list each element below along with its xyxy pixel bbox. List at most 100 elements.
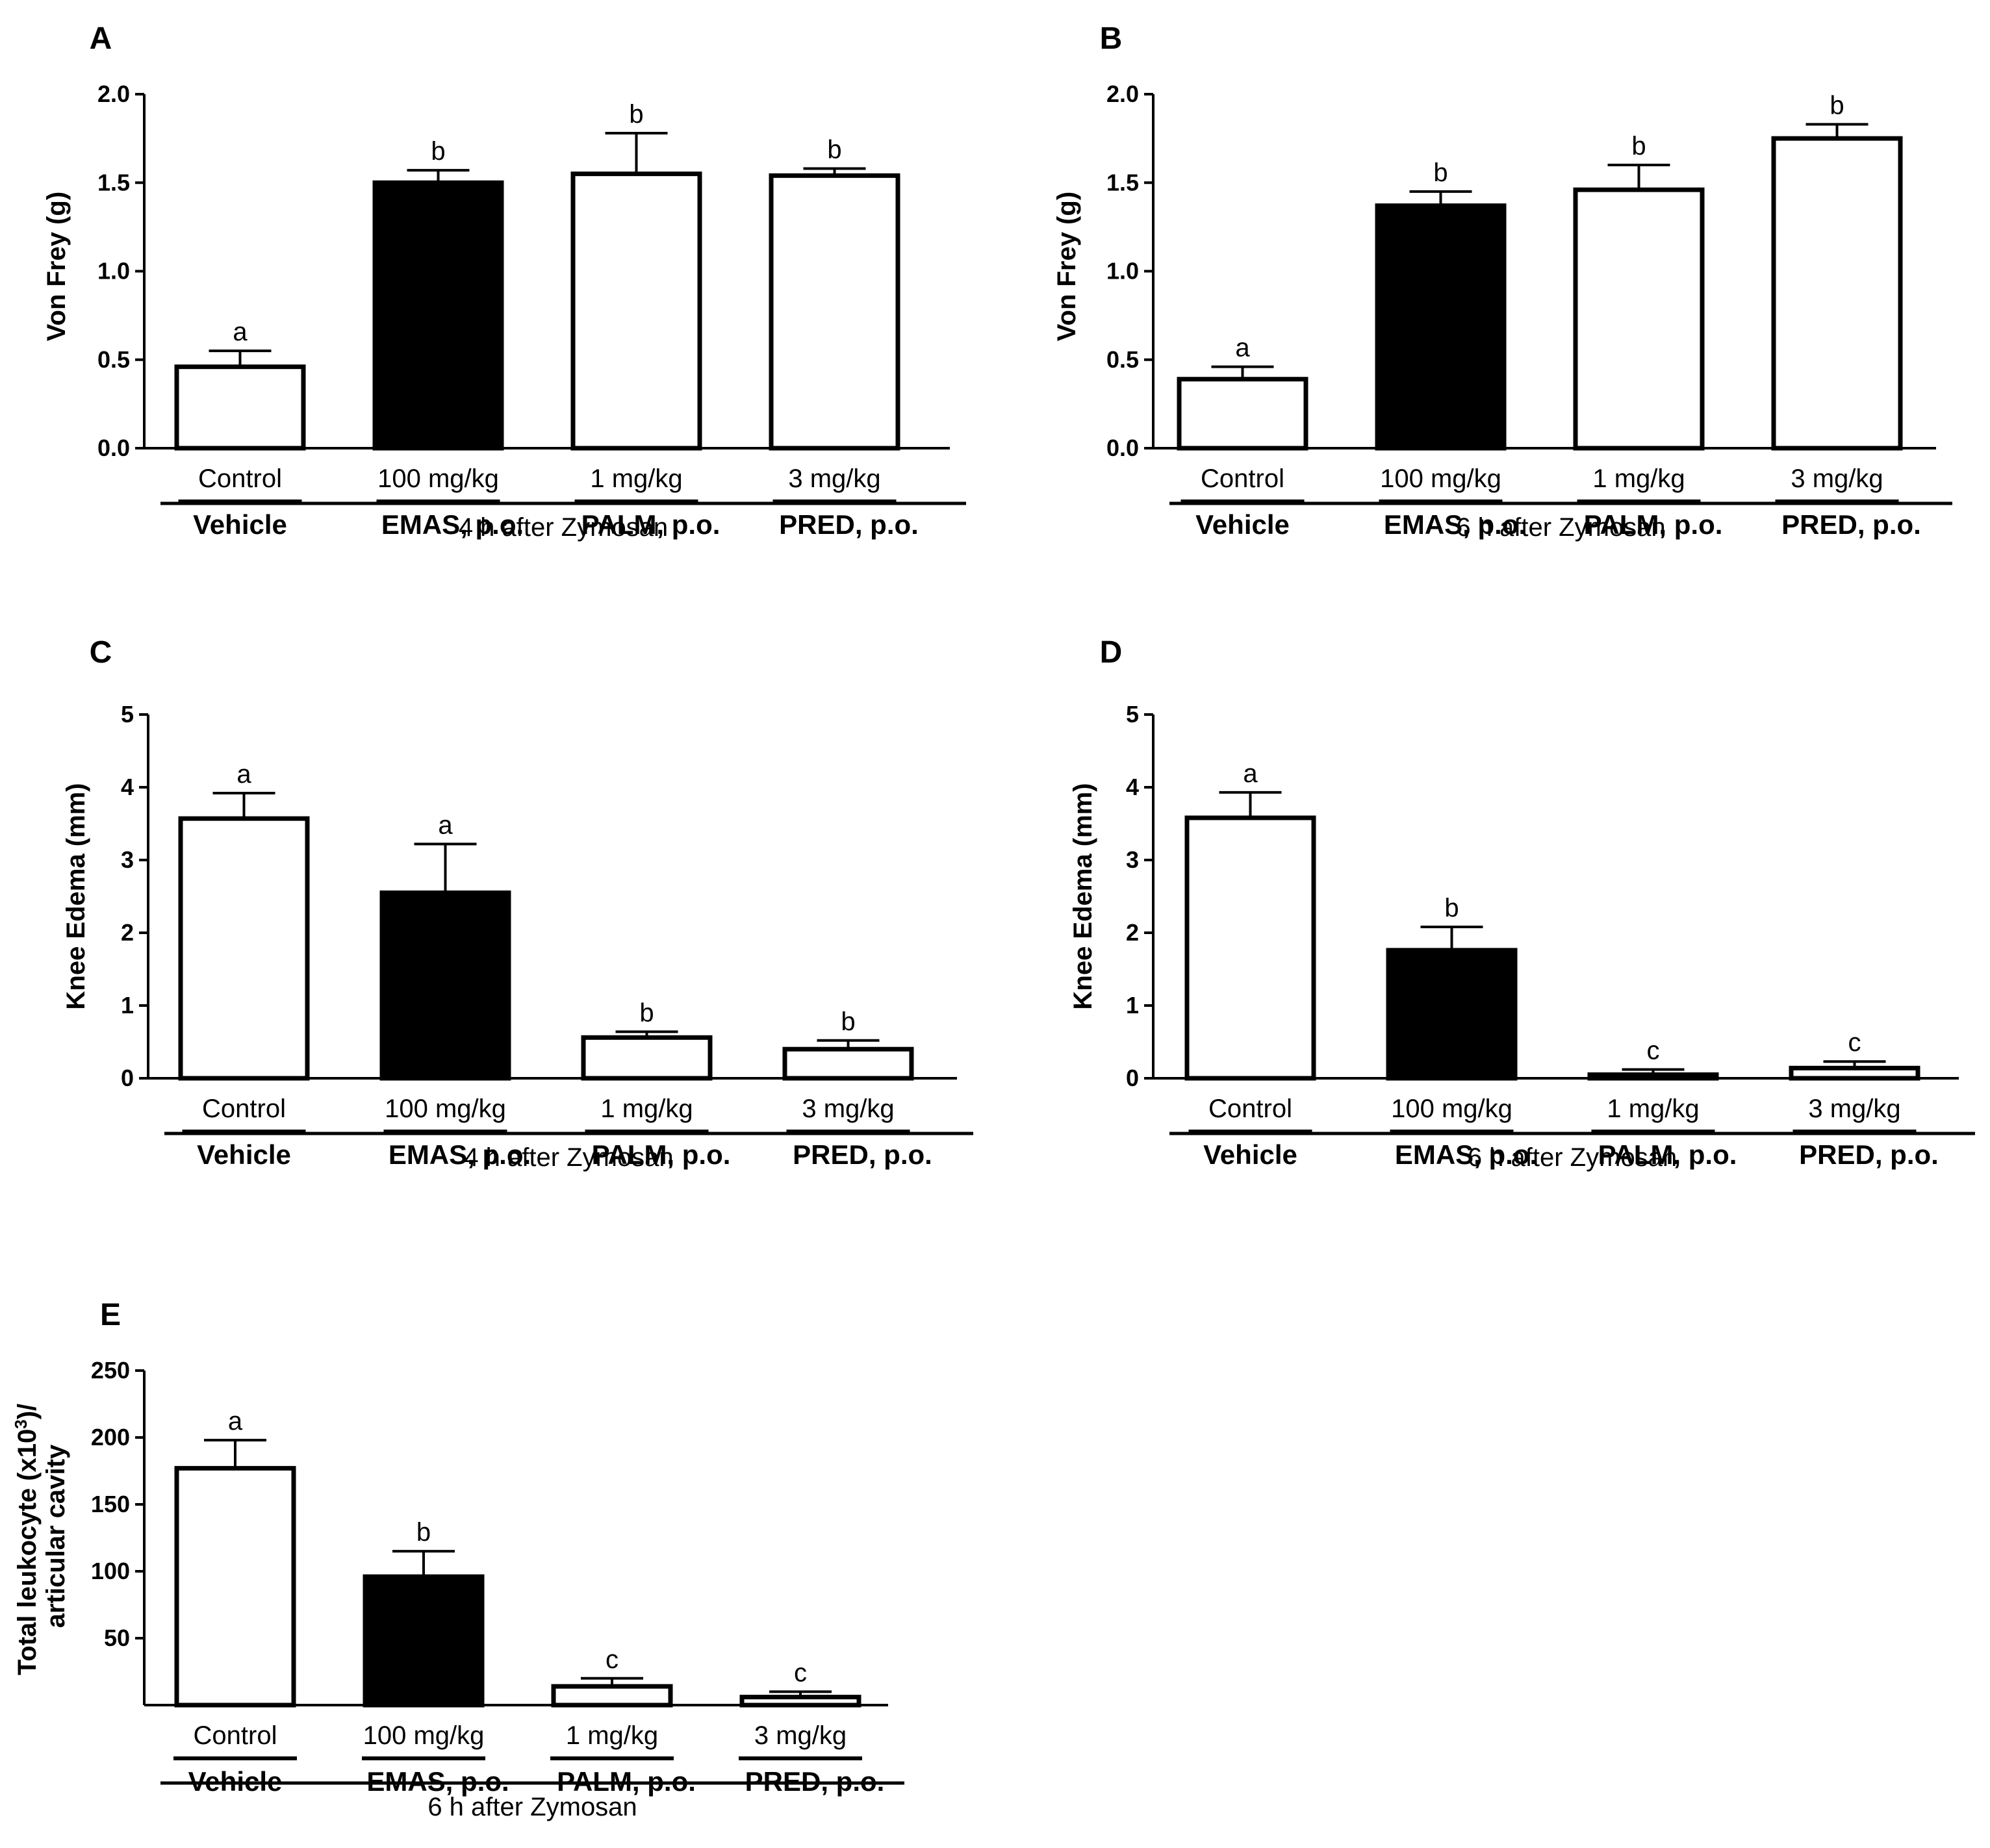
panel-letter: E [100,1298,121,1332]
y-tick-label: 3 [1126,846,1139,873]
y-axis-title-end: )/ [13,1404,42,1419]
category-dose-label: Control [194,1721,277,1750]
category-dose-label: 3 mg/kg [1791,464,1883,493]
y-tick-label: 2 [1126,919,1139,946]
bar-3 [1587,1072,1719,1081]
y-tick-label: 1.5 [97,169,130,196]
significance-letter: b [639,998,654,1027]
category-group-label: PRED, p.o. [793,1139,932,1170]
bar-1 [1177,377,1308,451]
significance-letter: a [1243,759,1258,788]
y-tick-label: 250 [91,1357,130,1384]
significance-letter: a [233,318,248,346]
category-dose-label: 1 mg/kg [590,464,682,493]
y-tick-label: 1 [1126,992,1139,1019]
bar-1 [1184,815,1316,1081]
panel-d: D Knee Edema (mm) 0 1 2 3 4 5 a Control Vehicle b 10… [1069,635,1975,1172]
bar-3 [581,1035,713,1081]
y-tick-label: 1.0 [97,258,130,285]
bar-1 [174,1465,296,1708]
y-tick-label: 0.5 [1106,346,1139,373]
significance-letter: c [606,1645,619,1674]
y-tick-label: 1.0 [1106,258,1139,285]
category-dose-label: 100 mg/kg [1391,1095,1512,1123]
y-tick-label: 3 [121,846,134,873]
category-group-label: EMAS, p.o. [381,509,524,540]
y-axis-title-line1: Total leukocyte (x103)/ [11,1404,42,1675]
category-group-label: Vehicle [193,509,287,540]
category-dose-label: 100 mg/kg [363,1721,485,1750]
bar-3 [551,1684,673,1708]
panel-a: A Von Frey (g) 0.0 0.5 1.0 1.5 2.0 a Control Vehi… [42,21,966,542]
panel-b: B Von Frey (g) 0.0 0.5 1.0 1.5 2.0 a Control Vehi… [1052,21,1952,542]
bar-1 [178,816,310,1081]
category-dose-label: Control [202,1095,286,1123]
category-group-label: PALM, p.o. [1598,1139,1737,1170]
footer-label: 6 h after Zymosan [427,1793,637,1821]
y-tick-label: 50 [104,1625,130,1651]
category-dose-label: 3 mg/kg [1808,1095,1900,1123]
panel-letter: B [1100,21,1123,56]
bar-4 [782,1046,914,1081]
significance-letter: c [794,1658,807,1687]
bar-2 [1375,203,1507,451]
bar-1 [174,364,306,451]
significance-letter: b [629,100,643,129]
y-tick-label: 4 [121,774,134,800]
significance-letter: b [827,135,841,164]
category-group-label: Vehicle [1203,1139,1297,1170]
category-dose-label: Control [198,464,282,493]
y-tick-label: 5 [1126,701,1139,728]
category-dose-label: 100 mg/kg [377,464,499,493]
y-tick-label: 1.5 [1106,169,1139,196]
footer-label: 4 h after Zymosan [464,1143,673,1172]
significance-letter: b [1830,91,1844,120]
y-tick-label: 0.0 [97,435,130,461]
significance-letter: a [1235,334,1250,362]
y-axis-title-text: Total leukocyte (x10 [13,1429,42,1675]
significance-letter: b [1444,894,1459,922]
category-dose-label: Control [1201,464,1284,493]
significance-letter: b [1631,132,1646,160]
category-dose-label: 1 mg/kg [1607,1095,1699,1123]
category-dose-label: 100 mg/kg [385,1095,506,1123]
category-group-label: Vehicle [197,1139,291,1170]
category-dose-label: 3 mg/kg [802,1095,894,1123]
panel-c: C Knee Edema (mm) 0 1 2 3 4 5 a Control Vehicle a 10… [62,635,973,1172]
category-dose-label: Control [1208,1095,1292,1123]
bar-2 [379,890,511,1081]
y-tick-label: 0 [121,1065,134,1091]
y-tick-label: 100 [91,1558,130,1584]
significance-letter: a [228,1407,243,1436]
significance-letter: b [416,1518,431,1547]
bar-3 [570,171,702,451]
y-axis-title: Von Frey (g) [42,192,71,341]
significance-letter: c [1848,1028,1861,1057]
significance-letter: b [431,137,445,166]
y-axis-title: Von Frey (g) [1052,192,1081,341]
y-tick-label: 0.0 [1106,435,1139,461]
category-dose-label: 1 mg/kg [600,1095,693,1123]
footer-label: 6 h after Zymosan [1456,513,1665,542]
category-group-label: PRED, p.o. [1781,509,1921,540]
category-group-label: PRED, p.o. [1799,1139,1939,1170]
y-tick-label: 150 [91,1491,130,1517]
y-axis-title: Knee Edema (mm) [62,783,90,1010]
bar-4 [1789,1065,1920,1081]
bar-2 [1386,948,1518,1081]
y-tick-label: 5 [121,701,134,728]
category-group-label: PALM, p.o. [592,1139,731,1170]
category-dose-label: 3 mg/kg [788,464,880,493]
y-tick-label: 200 [91,1424,130,1450]
bar-2 [363,1574,485,1708]
panel-letter: C [90,635,112,670]
y-tick-label: 4 [1126,774,1139,800]
y-tick-label: 2.0 [97,81,130,107]
panel-letter: D [1100,635,1123,670]
category-dose-label: 1 mg/kg [566,1721,658,1750]
bar-3 [1573,187,1705,451]
significance-letter: a [438,811,453,839]
y-tick-label: 1 [121,992,134,1019]
